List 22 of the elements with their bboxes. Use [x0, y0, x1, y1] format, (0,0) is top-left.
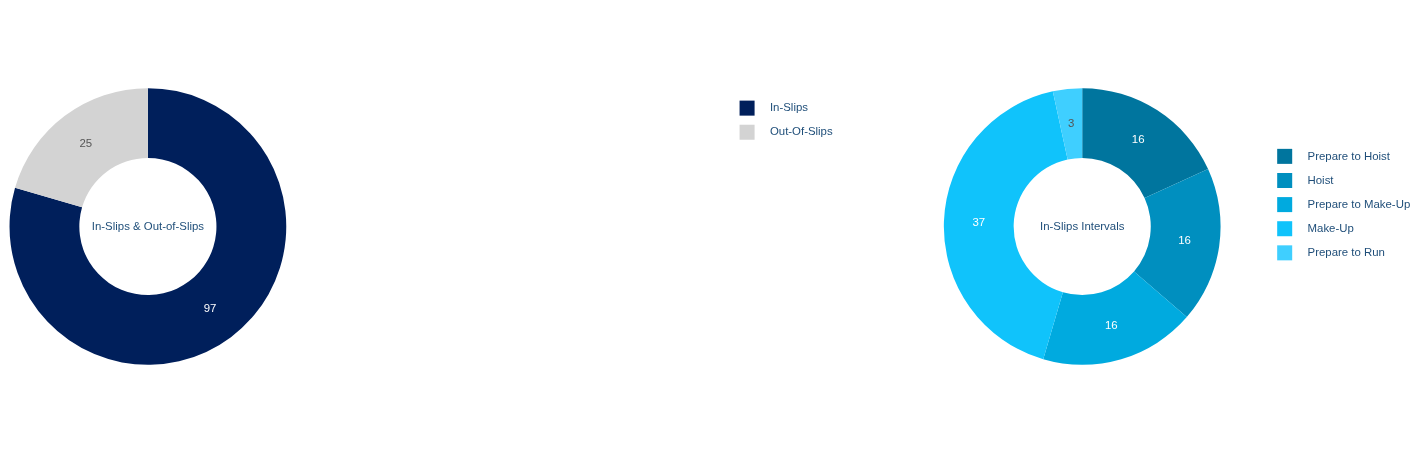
donut-slice	[1082, 88, 1209, 199]
donut-slice	[15, 88, 148, 208]
donut-slice	[1043, 271, 1187, 365]
legend-label: Prepare to Make-Up	[1307, 197, 1411, 210]
data-label: 25	[79, 136, 93, 149]
legend-label: Make-Up	[1307, 221, 1354, 234]
donut-slice	[1052, 88, 1083, 160]
donut-slice	[9, 88, 287, 365]
text: In-Slips Intervals	[1040, 219, 1125, 232]
legend-label: Prepare to Hoist	[1307, 149, 1391, 162]
data-label: 97	[203, 302, 217, 315]
data-label: 16	[1131, 132, 1145, 145]
data-label: 16	[1105, 318, 1118, 331]
legend-label: Hoist	[1307, 173, 1335, 186]
legend-label: Out-Of-Slips	[769, 125, 833, 138]
legend-label: In-Slips	[769, 101, 809, 114]
donut-slice	[1134, 169, 1221, 318]
data-label: 16	[1178, 234, 1191, 247]
data-label: 3	[1067, 116, 1075, 129]
text: In-Slips & Out-of-Slips	[91, 219, 205, 232]
data-label: 37	[972, 215, 986, 228]
legend-label: Prepare to Run	[1307, 246, 1385, 259]
